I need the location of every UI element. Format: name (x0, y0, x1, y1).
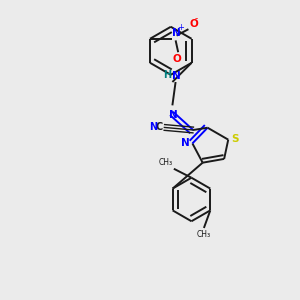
Text: N: N (172, 28, 181, 38)
Text: O: O (172, 54, 181, 64)
Text: N: N (169, 110, 178, 120)
Text: N: N (181, 138, 190, 148)
Text: N: N (149, 122, 157, 132)
Text: C: C (155, 122, 163, 132)
Text: CH₃: CH₃ (158, 158, 172, 167)
Text: CH₃: CH₃ (197, 230, 211, 238)
Text: S: S (231, 134, 238, 144)
Text: -: - (194, 14, 197, 23)
Text: +: + (178, 23, 184, 32)
Text: O: O (189, 19, 198, 28)
Text: H: H (163, 70, 171, 80)
Text: N: N (172, 71, 181, 81)
